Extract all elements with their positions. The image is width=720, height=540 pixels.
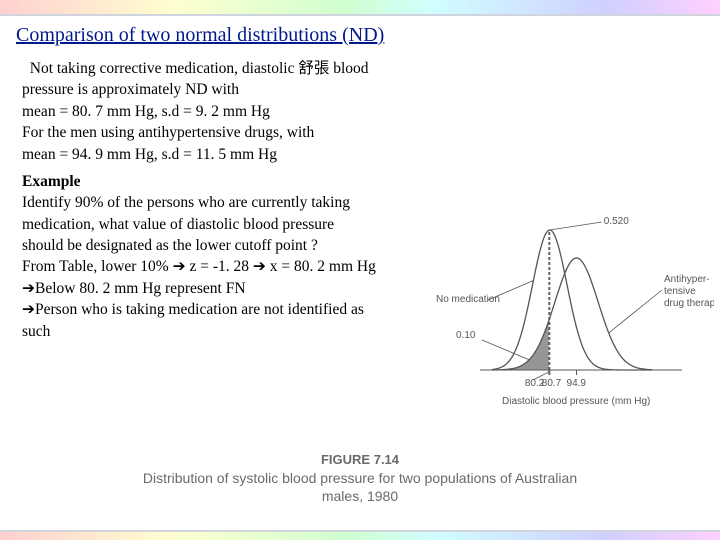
curve-drug-therapy [492,258,652,370]
ex-l5: Below 80. 2 mm Hg represent FN [35,280,246,297]
arrow-icon: ➔ [173,258,186,275]
ex-l4a: From Table, lower 10% [22,258,173,275]
xtick-label: 94.9 [567,378,587,389]
example-line7: such [22,322,414,341]
label-right-2: tensive [664,286,696,297]
x-axis-label: Diastolic blood pressure (mm Hg) [502,396,650,407]
curve-no-medication [492,230,652,370]
tail-value: 0.10 [456,330,476,341]
arrow-icon: ➔ [22,280,35,297]
label-right-3: drug therapy [664,298,714,309]
xtick-label: 80.7 [542,378,562,389]
label-left-leader [488,280,533,300]
ex-l4b: z = -1. 28 [186,258,253,275]
para1-line3: mean = 80. 7 mm Hg, s.d = 9. 2 mm Hg [22,102,414,121]
label-right-leader [609,290,662,333]
para1-line1: Not taking corrective medication, diasto… [22,59,414,78]
example-line2: medication, what value of diastolic bloo… [22,215,414,234]
example-line5: ➔Below 80. 2 mm Hg represent FN [22,279,414,298]
example-line4: From Table, lower 10% ➔ z = -1. 28 ➔ x =… [22,257,414,276]
para1-line2: pressure is approximately ND with [22,80,414,99]
distribution-chart: 0.520 0.10 No medication Antihyper-tensived… [434,210,714,410]
example-line1: Identify 90% of the persons who are curr… [22,193,414,212]
bottom-rainbow-bar [0,530,720,540]
para1-line4: For the men using antihypertensive drugs… [22,123,414,142]
ex-l4c: x = 80. 2 mm Hg [266,258,376,275]
label-right-1: Antihyper- [664,274,710,285]
example-line6: ➔Person who is taking medication are not… [22,300,414,319]
example-block: Example Identify 90% of the persons who … [0,164,430,341]
para1-line5: mean = 94. 9 mm Hg, s.d = 11. 5 mm Hg [22,145,414,164]
caption-line1: Distribution of systolic blood pressure … [0,469,720,487]
arrow-icon: ➔ [253,258,266,275]
ex-l6: Person who is taking medication are not … [35,301,364,318]
example-label: Example [22,172,414,191]
figure-number: FIGURE 7.14 [0,452,720,469]
figure-caption: FIGURE 7.14 Distribution of systolic blo… [0,452,720,505]
label-no-medication: No medication [436,294,500,305]
top-rainbow-bar [0,0,720,16]
caption-line2: males, 1980 [0,487,720,505]
paragraph-1: Not taking corrective medication, diasto… [0,51,430,164]
page-title: Comparison of two normal distributions (… [0,16,720,51]
shaded-tail [492,322,549,370]
peak-value: 0.520 [604,216,629,227]
arrow-icon: ➔ [22,301,35,318]
peak-leader [550,222,602,230]
tail-leader [482,340,530,360]
example-line3: should be designated as the lower cutoff… [22,236,414,255]
